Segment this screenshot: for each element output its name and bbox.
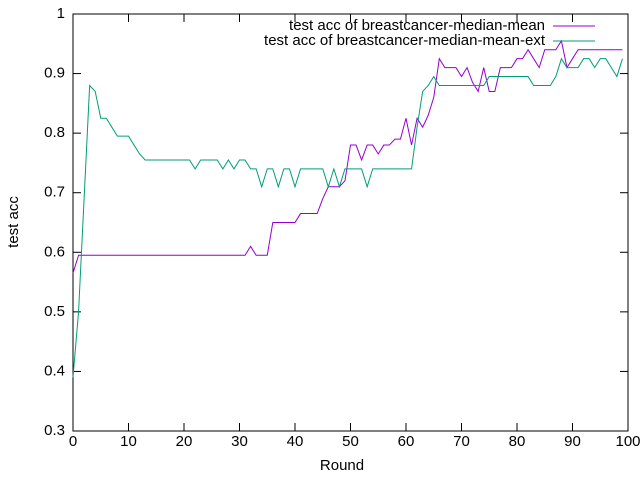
x-tick-label: 10 xyxy=(120,433,137,450)
y-tick-label: 0.5 xyxy=(44,303,65,320)
x-tick-label: 50 xyxy=(342,433,359,450)
y-tick-label: 0.3 xyxy=(44,422,65,439)
y-tick-label: 0.4 xyxy=(44,362,65,379)
y-tick-label: 0.7 xyxy=(44,184,65,201)
y-tick-label: 1 xyxy=(57,5,65,22)
series-line xyxy=(72,39,623,274)
x-axis-label: Round xyxy=(320,457,364,474)
x-tick-label: 30 xyxy=(231,433,248,450)
x-tick-label: 70 xyxy=(453,433,470,450)
x-tick-label: 40 xyxy=(287,433,304,450)
x-tick-label: 20 xyxy=(176,433,193,450)
x-tick-label: 80 xyxy=(509,433,526,450)
x-tick-label: 100 xyxy=(615,433,640,450)
x-tick-label: 0 xyxy=(69,433,77,450)
series-line xyxy=(72,57,623,378)
x-tick-label: 90 xyxy=(564,433,581,450)
x-tick-label: 60 xyxy=(398,433,415,450)
plot-frame xyxy=(72,13,629,432)
legend-label: test acc of breastcancer-median-mean-ext xyxy=(264,32,546,49)
legend-label: test acc of breastcancer-median-mean xyxy=(289,17,545,34)
y-axis-label: test acc xyxy=(5,196,22,248)
y-tick-label: 0.6 xyxy=(44,243,65,260)
y-tick-label: 0.9 xyxy=(44,65,65,82)
y-tick-label: 0.8 xyxy=(44,124,65,141)
